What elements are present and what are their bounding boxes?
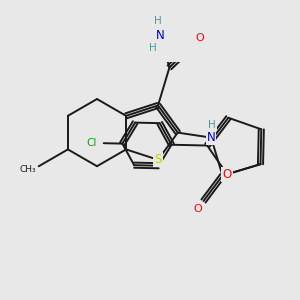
Text: H: H (208, 120, 216, 130)
Text: CH₃: CH₃ (19, 165, 36, 174)
Text: S: S (154, 153, 162, 166)
Text: H: H (154, 16, 161, 26)
Text: O: O (195, 33, 204, 43)
Text: N: N (155, 28, 164, 42)
Text: Cl: Cl (87, 138, 97, 148)
Text: O: O (193, 204, 202, 214)
Text: O: O (222, 168, 232, 181)
Text: H: H (149, 43, 157, 53)
Text: N: N (207, 131, 215, 144)
